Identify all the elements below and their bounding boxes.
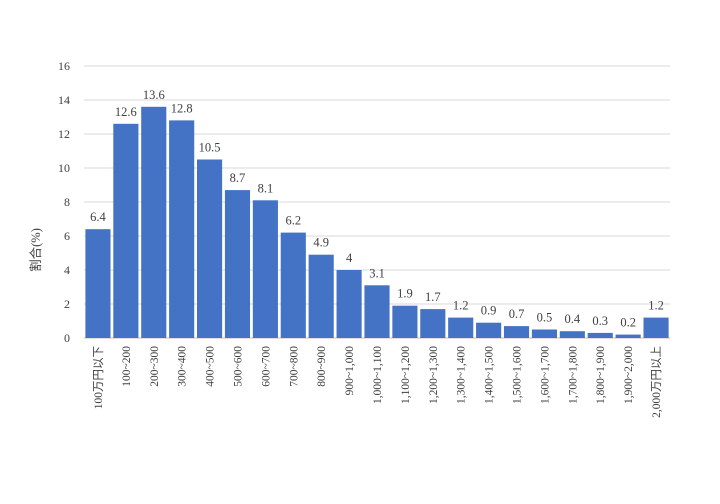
bar — [615, 334, 641, 338]
y-tick-label: 2 — [64, 297, 70, 311]
y-tick-label: 4 — [64, 263, 70, 277]
x-tick-label: 300~400 — [177, 346, 189, 387]
x-tick-label: 400~500 — [205, 346, 217, 387]
x-tick-label: 500~600 — [232, 346, 244, 387]
bar — [364, 285, 390, 338]
bar — [476, 322, 502, 338]
bar — [224, 190, 251, 338]
x-tick-label: 1,300~1,400 — [456, 346, 468, 404]
x-tick-label: 1,500~1,600 — [512, 346, 524, 404]
bar — [587, 332, 613, 338]
y-axis-label: 割合(%) — [28, 228, 43, 272]
bar — [643, 317, 669, 338]
data-label: 12.6 — [115, 105, 137, 119]
y-tick-label: 12 — [58, 127, 70, 141]
data-label: 0.5 — [537, 311, 553, 325]
bar — [531, 329, 557, 338]
bar — [169, 120, 195, 339]
data-label: 8.7 — [230, 171, 246, 185]
x-tick-label: 1,700~1,800 — [567, 346, 579, 404]
data-label: 6.2 — [285, 214, 301, 228]
bar — [197, 159, 223, 338]
data-label: 8.1 — [258, 181, 274, 195]
y-tick-label: 0 — [64, 331, 70, 345]
data-label: 0.3 — [592, 314, 608, 328]
data-label: 0.9 — [481, 304, 497, 318]
bar — [141, 106, 167, 338]
bar — [252, 200, 278, 338]
data-label: 1.9 — [397, 287, 413, 301]
bar — [85, 229, 111, 338]
data-label: 4 — [346, 251, 353, 265]
x-tick-label: 800~900 — [316, 346, 328, 387]
data-label: 13.6 — [143, 88, 165, 102]
x-tick-label: 1,900~2,000 — [623, 346, 635, 404]
x-tick-label: 700~800 — [288, 346, 300, 387]
bars — [85, 106, 669, 339]
bar — [448, 317, 474, 338]
data-label: 6.4 — [90, 210, 106, 224]
data-label: 3.1 — [369, 266, 385, 280]
data-label: 4.9 — [313, 236, 329, 250]
y-tick-label: 14 — [58, 93, 70, 107]
x-tick-label: 600~700 — [260, 346, 272, 387]
x-tick-label: 2,000万円以上 — [650, 346, 663, 418]
data-label: 12.8 — [171, 101, 193, 115]
x-tick-label: 1,000~1,100 — [372, 346, 384, 404]
x-tick-label: 100~200 — [121, 346, 133, 387]
x-tick-label: 1,100~1,200 — [400, 346, 412, 404]
y-tick-label: 8 — [64, 195, 70, 209]
x-tick-label: 100万円以下 — [92, 346, 105, 409]
data-label: 0.7 — [509, 307, 525, 321]
data-labels: 6.4 12.6 13.6 12.8 10.5 8.7 8.1 6.2 4.9 4 3.1 1.9 1.… — [90, 88, 664, 330]
x-tick-label: 900~1,000 — [344, 346, 356, 396]
x-tick-label: 1,200~1,300 — [428, 346, 440, 404]
x-tick-label: 1,400~1,500 — [484, 346, 496, 404]
data-label: 0.2 — [620, 316, 636, 330]
y-tick-label: 6 — [64, 229, 70, 243]
x-tick-label: 1,600~1,700 — [539, 346, 551, 404]
y-axis-ticks: 0 2 4 6 8 10 12 14 16 — [58, 59, 70, 345]
bar — [280, 232, 306, 338]
data-label: 0.4 — [565, 312, 581, 326]
data-label: 1.2 — [453, 299, 469, 313]
bar — [420, 309, 446, 338]
bar — [503, 326, 530, 338]
bar — [392, 305, 418, 338]
bar — [336, 270, 362, 338]
bar — [113, 123, 139, 338]
data-label: 10.5 — [199, 141, 221, 155]
data-label: 1.7 — [425, 290, 441, 304]
data-label: 1.2 — [648, 299, 664, 313]
x-tick-label: 200~300 — [149, 346, 161, 387]
y-tick-label: 16 — [58, 59, 70, 73]
bar — [308, 254, 334, 338]
bar — [559, 331, 585, 338]
x-axis-ticks: 100万円以下 100~200 200~300 300~400 400~500 500~6… — [92, 346, 663, 418]
x-tick-label: 1,800~1,900 — [595, 346, 607, 404]
y-tick-label: 10 — [58, 161, 70, 175]
